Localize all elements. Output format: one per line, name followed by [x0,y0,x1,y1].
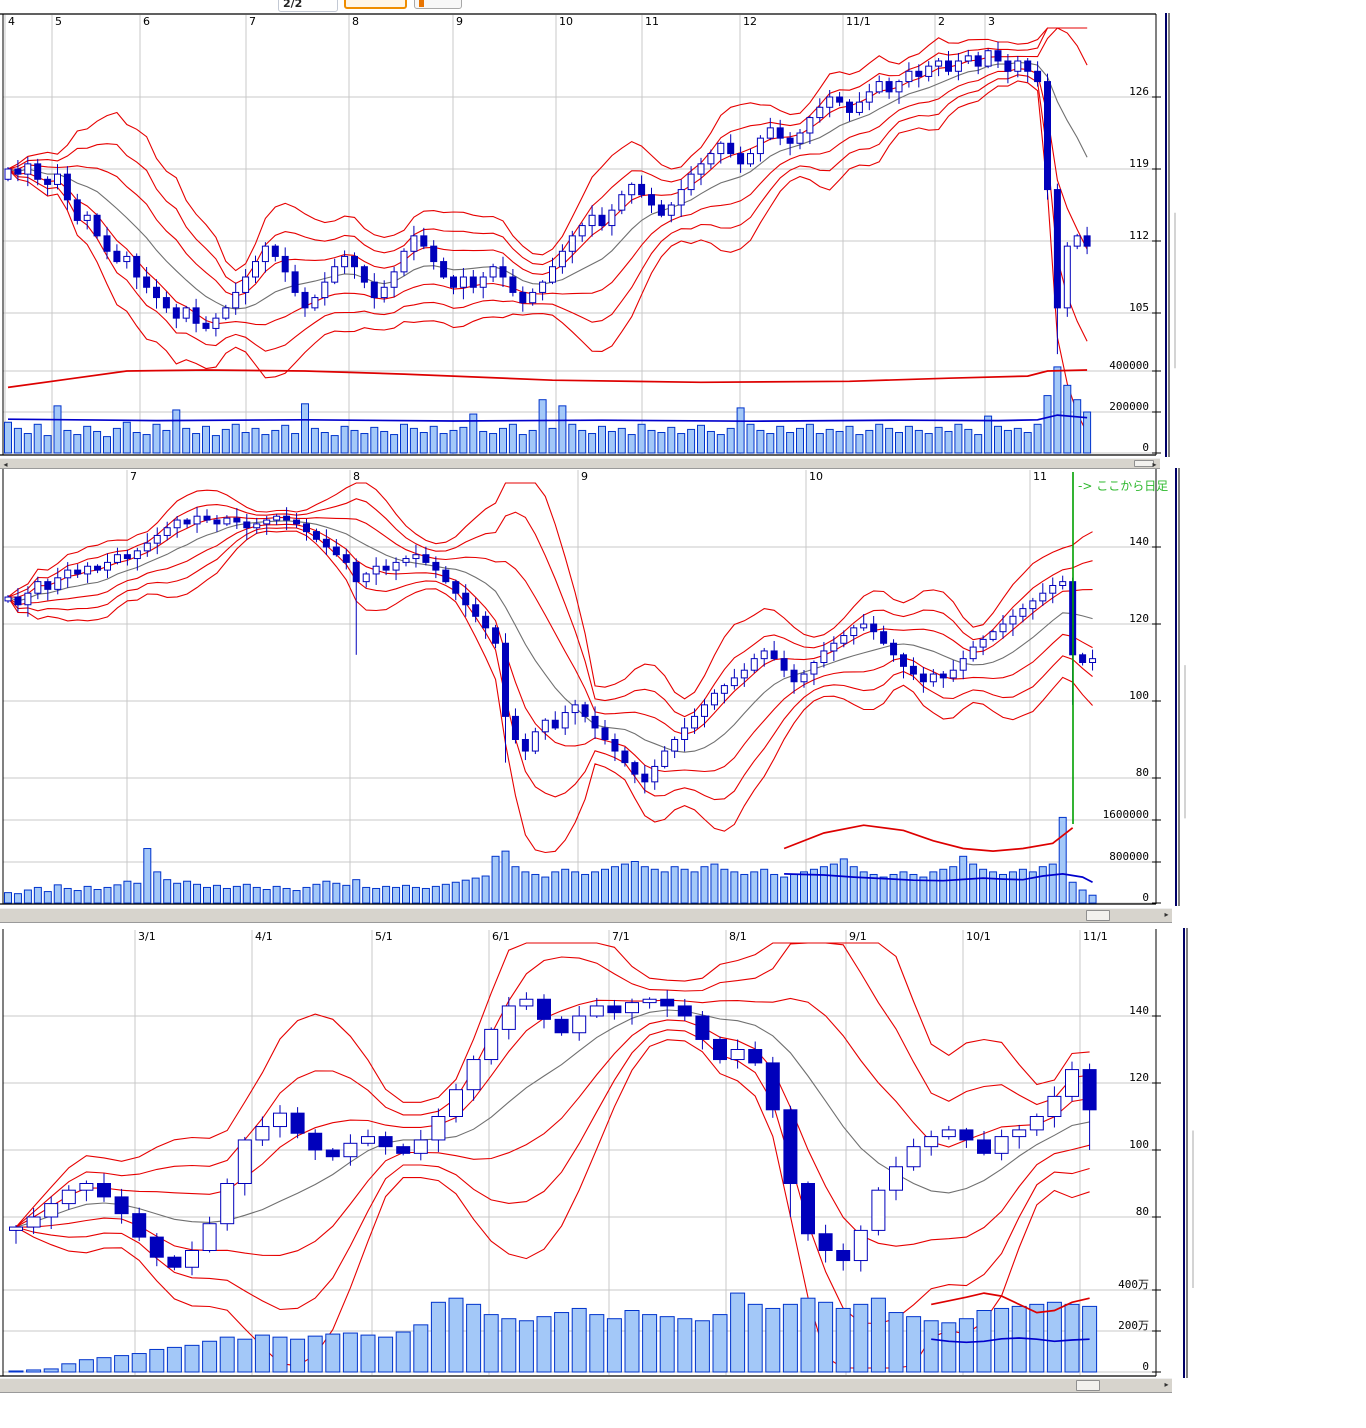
scrollbar-thumb[interactable] [1134,460,1154,467]
scrollbar-thumb[interactable] [1086,910,1110,921]
svg-text:100: 100 [1129,689,1149,702]
svg-text:6: 6 [143,15,150,28]
page-indicator-input[interactable] [278,0,338,12]
svg-text:8: 8 [353,470,360,483]
scroll-right-icon[interactable]: ▸ [1164,910,1169,919]
svg-text:0: 0 [1142,441,1149,454]
svg-text:4: 4 [8,15,15,28]
svg-text:0: 0 [1142,891,1149,904]
scrollbar-thumb[interactable] [1076,1380,1100,1391]
svg-text:105: 105 [1129,301,1149,314]
svg-text:9: 9 [456,15,463,28]
svg-text:80: 80 [1136,766,1149,779]
svg-text:9/1: 9/1 [849,930,867,943]
svg-text:80: 80 [1136,1205,1149,1218]
svg-text:120: 120 [1129,1071,1149,1084]
svg-text:120: 120 [1129,612,1149,625]
chart-panel-top: 126 119 112 105 400000 200000 0 4 5 6 7 8 9 10 11 12 11/… [0,13,1176,457]
svg-text:200万: 200万 [1118,1319,1149,1332]
svg-text:7/1: 7/1 [612,930,630,943]
svg-text:0: 0 [1142,1360,1149,1373]
svg-text:8: 8 [352,15,359,28]
svg-text:112: 112 [1129,229,1149,242]
svg-text:5: 5 [55,15,62,28]
svg-text:12: 12 [743,15,757,28]
svg-text:10: 10 [559,15,573,28]
svg-text:6/1: 6/1 [492,930,510,943]
orange-marker-icon [419,0,424,7]
svg-text:2: 2 [938,15,945,28]
scroll-left-icon[interactable]: ◂ [3,460,8,469]
scrollbar-horizontal-1[interactable]: ◂ ▸ [0,458,1160,469]
scrollbar-horizontal-2[interactable]: ▸ [0,908,1172,923]
svg-text:400万: 400万 [1118,1278,1149,1291]
scrollbar-horizontal-3[interactable]: ▸ [0,1378,1172,1393]
svg-text:5/1: 5/1 [375,930,393,943]
svg-text:10: 10 [809,470,823,483]
svg-text:200000: 200000 [1109,400,1149,413]
svg-text:400000: 400000 [1109,359,1149,372]
svg-text:3: 3 [988,15,995,28]
svg-text:4/1: 4/1 [255,930,273,943]
svg-text:7: 7 [130,470,137,483]
svg-text:1600000: 1600000 [1103,808,1149,821]
svg-text:126: 126 [1129,85,1149,98]
svg-text:11/1: 11/1 [1083,930,1108,943]
svg-text:10/1: 10/1 [966,930,991,943]
svg-text:140: 140 [1129,1004,1149,1017]
svg-text:11: 11 [1033,470,1047,483]
daily-from-here-annotation: -> ここから日足 [1078,479,1169,493]
svg-text:8/1: 8/1 [729,930,747,943]
chart-panel-bottom: 140 120 100 80 400万 200万 0 3/1 4/1 5/1 6/1 7/1 8/1 9/… [0,928,1194,1378]
svg-text:11/1: 11/1 [846,15,871,28]
svg-text:119: 119 [1129,157,1149,170]
chart-panel-middle: 140 120 100 80 1600000 800000 0 7 8 9 10 11 [0,468,1186,906]
svg-text:800000: 800000 [1109,850,1149,863]
svg-text:3/1: 3/1 [138,930,156,943]
scroll-right-icon[interactable]: ▸ [1152,460,1157,469]
svg-text:100: 100 [1129,1138,1149,1151]
toolbar-gray-button[interactable] [414,0,462,9]
scroll-right-icon[interactable]: ▸ [1164,1380,1169,1389]
svg-text:7: 7 [249,15,256,28]
toolbar-orange-button[interactable] [344,0,407,9]
svg-text:140: 140 [1129,535,1149,548]
svg-text:11: 11 [645,15,659,28]
svg-text:9: 9 [581,470,588,483]
